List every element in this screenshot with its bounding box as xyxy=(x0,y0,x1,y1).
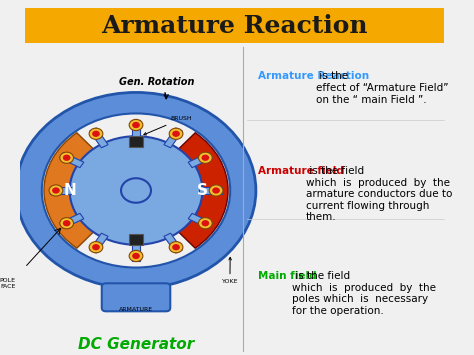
FancyBboxPatch shape xyxy=(188,213,212,228)
Text: Gen. Rotation: Gen. Rotation xyxy=(119,77,194,99)
FancyBboxPatch shape xyxy=(199,187,222,193)
Circle shape xyxy=(89,128,103,140)
Circle shape xyxy=(201,220,209,226)
FancyBboxPatch shape xyxy=(164,128,182,148)
Circle shape xyxy=(172,244,180,250)
Circle shape xyxy=(42,114,230,268)
FancyBboxPatch shape xyxy=(132,242,140,261)
FancyBboxPatch shape xyxy=(129,136,143,147)
Circle shape xyxy=(89,242,103,253)
Text: DC Generator: DC Generator xyxy=(78,337,194,352)
Text: POLE
FACE: POLE FACE xyxy=(0,278,16,289)
Circle shape xyxy=(169,242,183,253)
Circle shape xyxy=(52,187,60,193)
FancyBboxPatch shape xyxy=(60,213,84,228)
Circle shape xyxy=(132,122,140,128)
Text: BRUSH: BRUSH xyxy=(144,116,192,135)
Circle shape xyxy=(16,92,256,289)
Circle shape xyxy=(92,244,100,250)
FancyBboxPatch shape xyxy=(164,233,182,253)
Text: is the field
which  is  produced  by  the
poles which  is  necessary
for the ope: is the field which is produced by the po… xyxy=(292,271,436,316)
Text: Armature Reaction: Armature Reaction xyxy=(258,71,369,81)
Text: N: N xyxy=(63,183,76,198)
Circle shape xyxy=(129,119,143,131)
Circle shape xyxy=(60,152,73,163)
Text: YOKE: YOKE xyxy=(222,257,238,284)
Circle shape xyxy=(60,218,73,229)
Circle shape xyxy=(132,253,140,259)
Text: is the field
which  is  produced  by  the
armature conductors due to
current flo: is the field which is produced by the ar… xyxy=(306,166,452,222)
FancyBboxPatch shape xyxy=(132,120,140,140)
Circle shape xyxy=(129,250,143,262)
FancyBboxPatch shape xyxy=(25,9,444,43)
FancyBboxPatch shape xyxy=(102,283,170,311)
Wedge shape xyxy=(44,133,136,248)
Text: Armature field: Armature field xyxy=(258,166,344,176)
Circle shape xyxy=(49,185,63,196)
FancyBboxPatch shape xyxy=(60,153,84,168)
Circle shape xyxy=(199,152,212,163)
Circle shape xyxy=(169,128,183,140)
Text: Main field: Main field xyxy=(258,271,317,281)
Text: ARMATURE: ARMATURE xyxy=(119,307,153,312)
Circle shape xyxy=(70,136,202,245)
FancyBboxPatch shape xyxy=(129,234,143,245)
FancyBboxPatch shape xyxy=(90,233,108,253)
Text: is the
effect of “Armature Field”
on the “ main Field ”.: is the effect of “Armature Field” on the… xyxy=(316,71,449,105)
Text: Armature Reaction: Armature Reaction xyxy=(101,14,368,38)
Circle shape xyxy=(209,185,223,196)
FancyBboxPatch shape xyxy=(50,187,73,193)
FancyBboxPatch shape xyxy=(90,128,108,148)
Wedge shape xyxy=(136,133,228,248)
Circle shape xyxy=(199,218,212,229)
Circle shape xyxy=(63,220,71,226)
Circle shape xyxy=(121,178,151,203)
Circle shape xyxy=(92,131,100,137)
FancyBboxPatch shape xyxy=(188,153,212,168)
Circle shape xyxy=(212,187,220,193)
Circle shape xyxy=(63,154,71,161)
Text: S: S xyxy=(197,183,208,198)
Circle shape xyxy=(201,154,209,161)
Circle shape xyxy=(172,131,180,137)
